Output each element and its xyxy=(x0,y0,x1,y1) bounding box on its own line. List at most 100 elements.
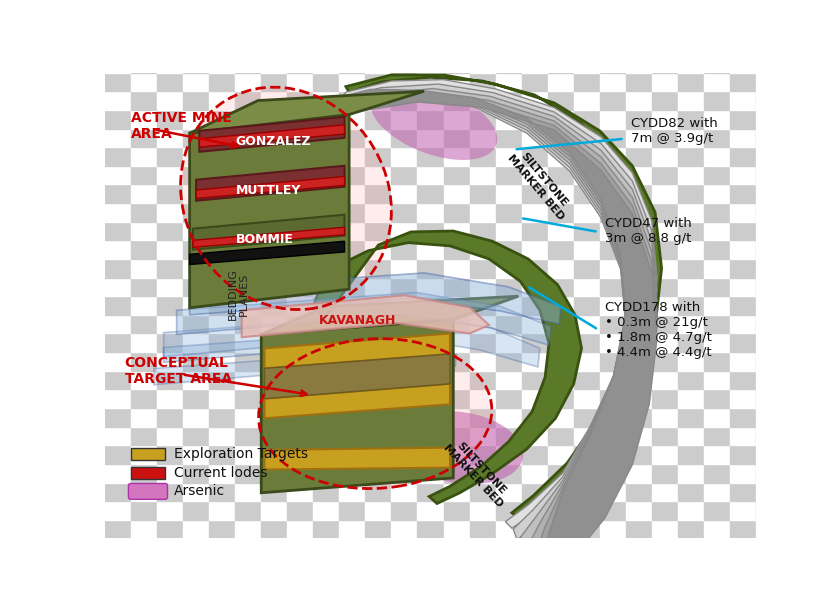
Bar xyxy=(183,166,209,185)
Bar xyxy=(131,466,165,479)
Bar xyxy=(235,221,261,240)
Bar xyxy=(235,278,261,296)
Bar xyxy=(678,483,704,501)
Bar xyxy=(157,91,183,110)
Text: GONZALEZ: GONZALEZ xyxy=(235,135,311,148)
Bar xyxy=(209,427,235,445)
Bar xyxy=(365,352,391,371)
Bar xyxy=(157,333,183,352)
Bar xyxy=(756,35,782,54)
Bar xyxy=(548,35,574,54)
Bar xyxy=(261,73,287,91)
Bar xyxy=(183,54,209,73)
Bar xyxy=(548,483,574,501)
Bar xyxy=(261,185,287,203)
Bar xyxy=(730,445,756,464)
Bar xyxy=(261,408,287,427)
Bar xyxy=(339,35,365,54)
Bar xyxy=(313,501,339,520)
Bar xyxy=(131,448,165,460)
Bar xyxy=(652,390,678,408)
Bar xyxy=(496,166,522,185)
Bar xyxy=(287,371,313,390)
Bar xyxy=(444,128,470,147)
Bar xyxy=(287,445,313,464)
Bar xyxy=(183,240,209,259)
Bar xyxy=(339,333,365,352)
Bar xyxy=(782,185,808,203)
Bar xyxy=(105,408,131,427)
Bar xyxy=(756,110,782,128)
Bar xyxy=(756,147,782,166)
Polygon shape xyxy=(265,333,450,368)
Bar xyxy=(235,91,261,110)
Bar xyxy=(183,371,209,390)
Bar xyxy=(496,390,522,408)
Bar xyxy=(444,91,470,110)
Bar xyxy=(209,352,235,371)
Bar xyxy=(470,445,496,464)
Bar xyxy=(444,390,470,408)
Bar xyxy=(209,371,235,390)
Polygon shape xyxy=(304,88,657,551)
Bar xyxy=(704,259,730,278)
Bar xyxy=(548,240,574,259)
Bar xyxy=(756,259,782,278)
Bar xyxy=(157,483,183,501)
Bar xyxy=(131,501,157,520)
Bar xyxy=(496,110,522,128)
Bar xyxy=(157,166,183,185)
Bar xyxy=(470,203,496,221)
Bar xyxy=(756,296,782,315)
Bar xyxy=(261,128,287,147)
Bar xyxy=(730,147,756,166)
Bar xyxy=(417,501,444,520)
Polygon shape xyxy=(190,273,561,324)
Bar xyxy=(391,333,417,352)
Bar xyxy=(365,427,391,445)
Bar xyxy=(704,203,730,221)
Bar xyxy=(496,464,522,483)
Bar xyxy=(417,35,444,54)
Bar xyxy=(105,296,131,315)
Bar xyxy=(391,390,417,408)
Bar xyxy=(496,259,522,278)
Bar xyxy=(574,408,600,427)
Bar xyxy=(652,203,678,221)
Bar xyxy=(209,464,235,483)
Bar xyxy=(782,203,808,221)
Bar xyxy=(730,35,756,54)
Bar xyxy=(209,315,235,333)
Bar xyxy=(626,128,652,147)
Bar xyxy=(574,501,600,520)
Bar xyxy=(261,203,287,221)
Bar xyxy=(444,221,470,240)
Bar xyxy=(444,315,470,333)
Bar xyxy=(444,166,470,185)
Bar xyxy=(261,35,287,54)
Bar xyxy=(183,73,209,91)
Bar xyxy=(678,35,704,54)
Bar xyxy=(678,315,704,333)
Bar xyxy=(209,390,235,408)
Polygon shape xyxy=(242,90,657,587)
Bar xyxy=(704,240,730,259)
Bar xyxy=(626,408,652,427)
Bar xyxy=(183,408,209,427)
Bar xyxy=(600,427,626,445)
Bar xyxy=(470,427,496,445)
Bar xyxy=(209,110,235,128)
Bar xyxy=(678,464,704,483)
Bar xyxy=(522,147,548,166)
Bar xyxy=(496,427,522,445)
Bar xyxy=(496,54,522,73)
Bar xyxy=(365,408,391,427)
Bar xyxy=(704,352,730,371)
Bar xyxy=(678,128,704,147)
Bar xyxy=(704,73,730,91)
Bar xyxy=(313,520,339,538)
Bar xyxy=(678,520,704,538)
Bar xyxy=(157,110,183,128)
Bar xyxy=(678,166,704,185)
Bar xyxy=(391,240,417,259)
